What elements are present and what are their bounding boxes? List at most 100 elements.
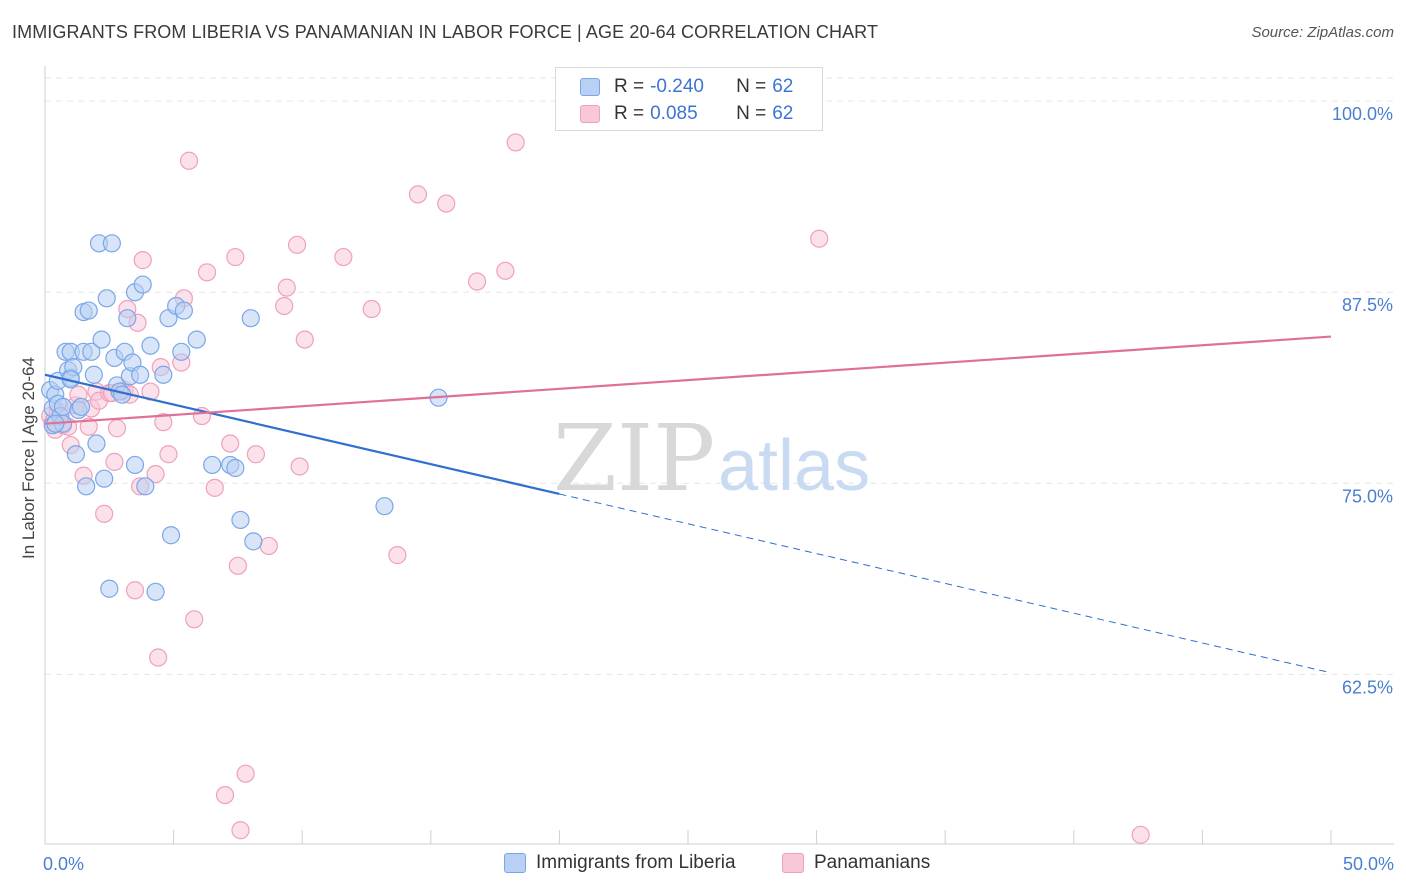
legend-label-liberia: Immigrants from Liberia: [536, 852, 736, 873]
liberia-point: [71, 397, 91, 416]
y-tick-label: 75.0%: [1342, 486, 1393, 506]
panama-point: [277, 278, 296, 297]
liberia-point: [102, 234, 121, 253]
liberia-point: [66, 445, 85, 464]
liberia-point: [241, 309, 260, 328]
panama-point: [246, 445, 266, 464]
panama-point: [228, 556, 247, 575]
series-legend: Immigrants from Liberia Panamanians: [0, 852, 1406, 878]
liberia-point: [146, 582, 165, 601]
liberia-point: [231, 510, 250, 530]
correlation-legend: R = -0.240 N = 62 R = 0.085 N = 62: [555, 67, 823, 131]
panama-point: [159, 445, 178, 464]
panama-point: [290, 457, 309, 476]
liberia-swatch: [580, 78, 600, 96]
panama-point: [107, 419, 127, 438]
panama-point: [205, 478, 224, 497]
liberia-point: [100, 579, 119, 598]
panama-point: [362, 299, 381, 319]
y-tick-label: 87.5%: [1342, 295, 1393, 315]
liberia-point: [77, 477, 96, 496]
n-label: N =: [736, 76, 767, 97]
n-value-panama: 62: [772, 103, 794, 124]
legend-row-panama: R = 0.085 N = 62: [580, 101, 793, 127]
panama-point: [388, 546, 407, 565]
panama-point: [1131, 825, 1150, 844]
liberia-point: [97, 289, 116, 308]
liberia-point: [92, 330, 111, 349]
legend-item-liberia[interactable]: Immigrants from Liberia: [504, 852, 736, 874]
liberia-point: [154, 365, 173, 384]
liberia-point: [136, 477, 155, 496]
panama-point: [467, 272, 487, 291]
trend-liberia-solid: [44, 373, 560, 496]
chart-title: IMMIGRANTS FROM LIBERIA VS PANAMANIAN IN…: [12, 22, 879, 42]
liberia-point: [79, 301, 98, 320]
liberia-point: [174, 301, 193, 320]
source-credit: Source: ZipAtlas.com: [1251, 24, 1394, 41]
r-value-liberia: -0.240: [650, 76, 704, 97]
x-tick-label: 50.0%: [1343, 854, 1394, 874]
liberia-point: [133, 275, 152, 294]
panama-point: [133, 251, 152, 270]
panama-point: [287, 235, 307, 254]
liberia-legend-swatch: [504, 853, 526, 873]
trend-panama: [44, 335, 1332, 425]
panama-point: [149, 648, 168, 667]
panama-point: [437, 194, 456, 213]
panama-point: [154, 413, 173, 432]
liberia-point: [118, 309, 137, 328]
x-tick-label: 0.0%: [43, 854, 84, 874]
liberia-point: [375, 497, 394, 516]
panama-swatch: [580, 105, 600, 123]
liberia-point: [203, 455, 222, 475]
r-value-panama: 0.085: [650, 103, 698, 124]
y-tick-label: 62.5%: [1342, 677, 1393, 697]
panama-point: [185, 610, 204, 629]
panama-point: [231, 821, 250, 840]
panama-point: [146, 465, 165, 484]
y-tick-label: 100.0%: [1332, 104, 1393, 124]
watermark-atlas: atlas: [718, 426, 870, 506]
r-label: R =: [614, 103, 645, 124]
liberia-point: [244, 532, 263, 551]
panama-point: [215, 785, 235, 805]
liberia-point: [82, 342, 101, 361]
panama-point: [295, 330, 314, 349]
panama-point: [259, 536, 278, 556]
r-label: R =: [614, 76, 645, 97]
panama-legend-swatch: [782, 853, 804, 873]
liberia-point: [53, 397, 73, 416]
panama-point: [810, 229, 829, 248]
tick-labels: 100.0% 87.5% 75.0% 62.5% 0.0% 50.0%: [43, 104, 1394, 874]
watermark: ZIP atlas: [553, 405, 870, 512]
panama-point: [95, 504, 114, 523]
liberia-point: [226, 458, 245, 478]
liberia-point: [125, 455, 145, 475]
legend-row-liberia: R = -0.240 N = 62: [580, 74, 793, 100]
grid-lines: [45, 77, 1394, 675]
panama-point: [125, 581, 145, 600]
liberia-point: [131, 365, 150, 384]
liberia-point: [84, 365, 103, 384]
panama-point: [496, 261, 515, 280]
legend-label-panama: Panamanians: [814, 852, 931, 873]
panama-point: [226, 247, 245, 267]
liberia-point: [187, 330, 206, 349]
trend-lines: [44, 335, 1332, 674]
liberia-point: [172, 342, 191, 361]
liberia-point: [161, 526, 181, 545]
y-axis-label: In Labor Force | Age 20-64: [19, 357, 38, 559]
panama-point: [408, 185, 428, 204]
panama-point: [221, 434, 240, 453]
panama-point: [179, 151, 199, 170]
liberia-point: [95, 469, 114, 488]
trend-liberia-dashed: [559, 493, 1332, 674]
axes: [44, 66, 1394, 845]
watermark-zip: ZIP: [553, 405, 715, 512]
liberia-point: [141, 336, 160, 355]
legend-item-panama[interactable]: Panamanians: [782, 852, 930, 874]
panama-point: [79, 417, 98, 436]
panama-point: [506, 133, 525, 152]
